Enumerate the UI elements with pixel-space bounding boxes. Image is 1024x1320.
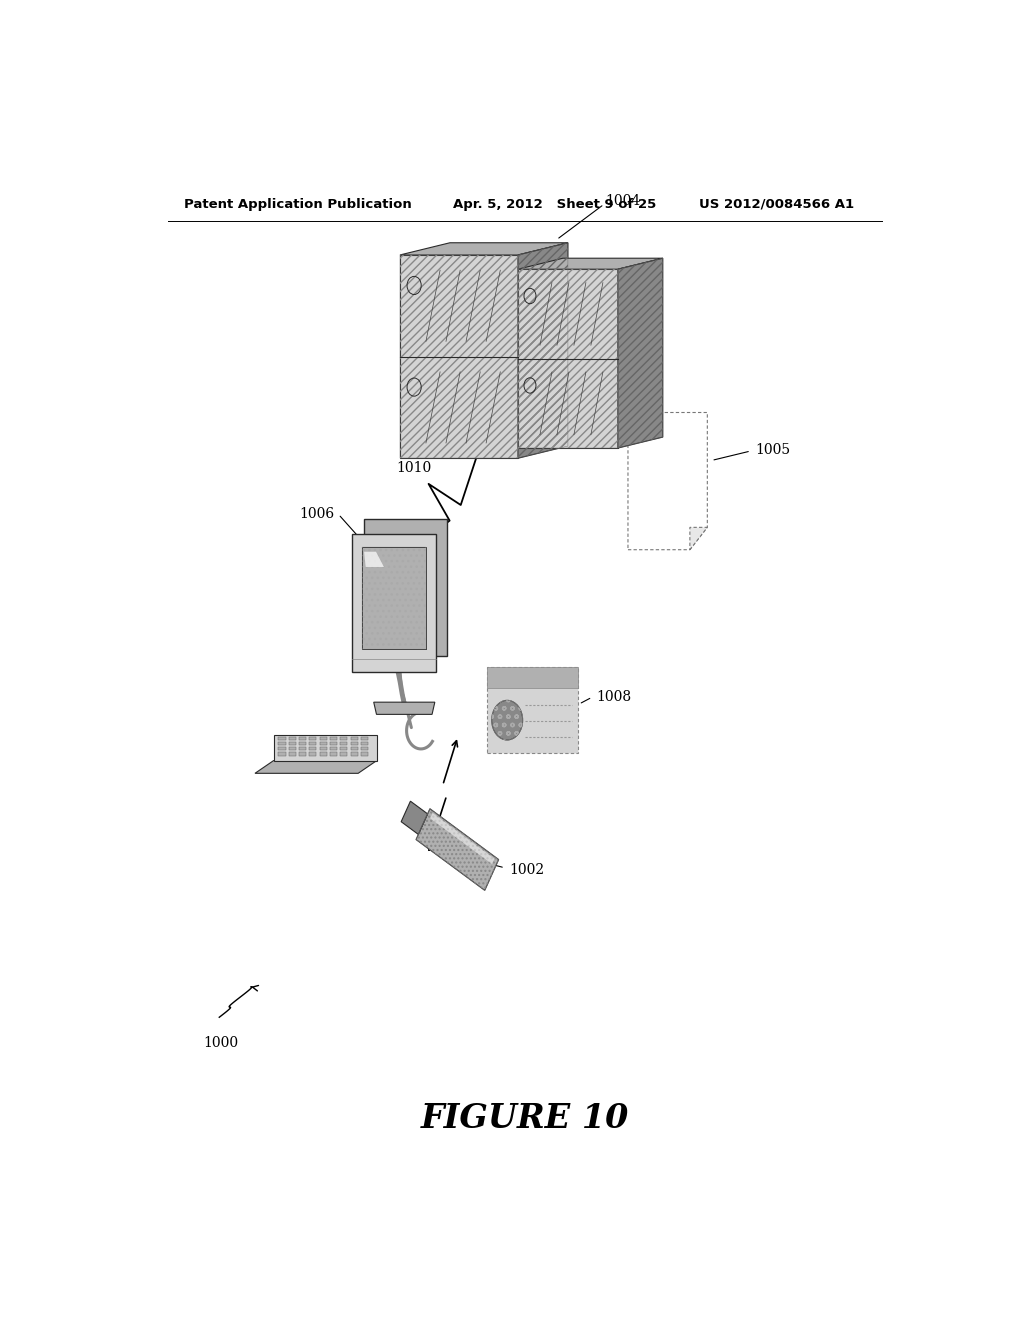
Polygon shape [365, 519, 447, 656]
Polygon shape [401, 801, 428, 834]
Bar [350, 747, 357, 751]
Bar [319, 747, 327, 751]
Polygon shape [352, 535, 435, 672]
Polygon shape [518, 259, 663, 269]
Text: 1000: 1000 [204, 1036, 239, 1049]
Circle shape [492, 701, 522, 741]
Bar [487, 667, 579, 752]
Bar [299, 737, 306, 741]
Polygon shape [273, 735, 377, 760]
Bar [319, 742, 327, 746]
Polygon shape [361, 546, 426, 649]
Bar [289, 747, 296, 751]
Bar [330, 742, 337, 746]
Bar [340, 752, 347, 755]
Bar [330, 737, 337, 741]
Bar [350, 752, 357, 755]
Bar [289, 737, 296, 741]
Bar [330, 747, 337, 751]
Text: Apr. 5, 2012   Sheet 9 of 25: Apr. 5, 2012 Sheet 9 of 25 [454, 198, 656, 211]
Polygon shape [400, 255, 518, 458]
Bar [289, 742, 296, 746]
Polygon shape [690, 528, 708, 549]
Bar [309, 747, 316, 751]
Text: 1005: 1005 [755, 442, 791, 457]
Bar [340, 737, 347, 741]
Bar [299, 742, 306, 746]
Bar [360, 742, 368, 746]
Bar [279, 737, 286, 741]
Text: US 2012/0084566 A1: US 2012/0084566 A1 [699, 198, 854, 211]
Polygon shape [374, 702, 435, 714]
Text: 1008: 1008 [596, 690, 632, 704]
Bar [299, 752, 306, 755]
Bar [350, 737, 357, 741]
Polygon shape [400, 243, 568, 255]
Polygon shape [255, 760, 377, 774]
Polygon shape [518, 269, 617, 447]
Bar [487, 667, 579, 688]
Bar [350, 742, 357, 746]
Bar [279, 752, 286, 755]
Bar [309, 752, 316, 755]
Text: 1006: 1006 [299, 507, 334, 521]
Bar [360, 737, 368, 741]
Polygon shape [416, 809, 499, 891]
Bar [319, 752, 327, 755]
Text: FIGURE 10: FIGURE 10 [421, 1102, 629, 1135]
Polygon shape [430, 813, 495, 865]
Polygon shape [617, 259, 663, 447]
Polygon shape [628, 412, 708, 549]
Bar [299, 747, 306, 751]
Bar [319, 737, 327, 741]
Text: 1010: 1010 [396, 461, 431, 475]
Bar [309, 742, 316, 746]
Bar [279, 747, 286, 751]
Bar [289, 752, 296, 755]
Bar [309, 737, 316, 741]
Text: 1002: 1002 [509, 863, 544, 876]
Bar [340, 742, 347, 746]
Bar [279, 742, 286, 746]
Polygon shape [365, 552, 384, 568]
Text: 1004: 1004 [606, 194, 641, 209]
Bar [360, 747, 368, 751]
Bar [330, 752, 337, 755]
Text: Patent Application Publication: Patent Application Publication [183, 198, 412, 211]
Polygon shape [518, 243, 568, 458]
Bar [340, 747, 347, 751]
Bar [360, 752, 368, 755]
